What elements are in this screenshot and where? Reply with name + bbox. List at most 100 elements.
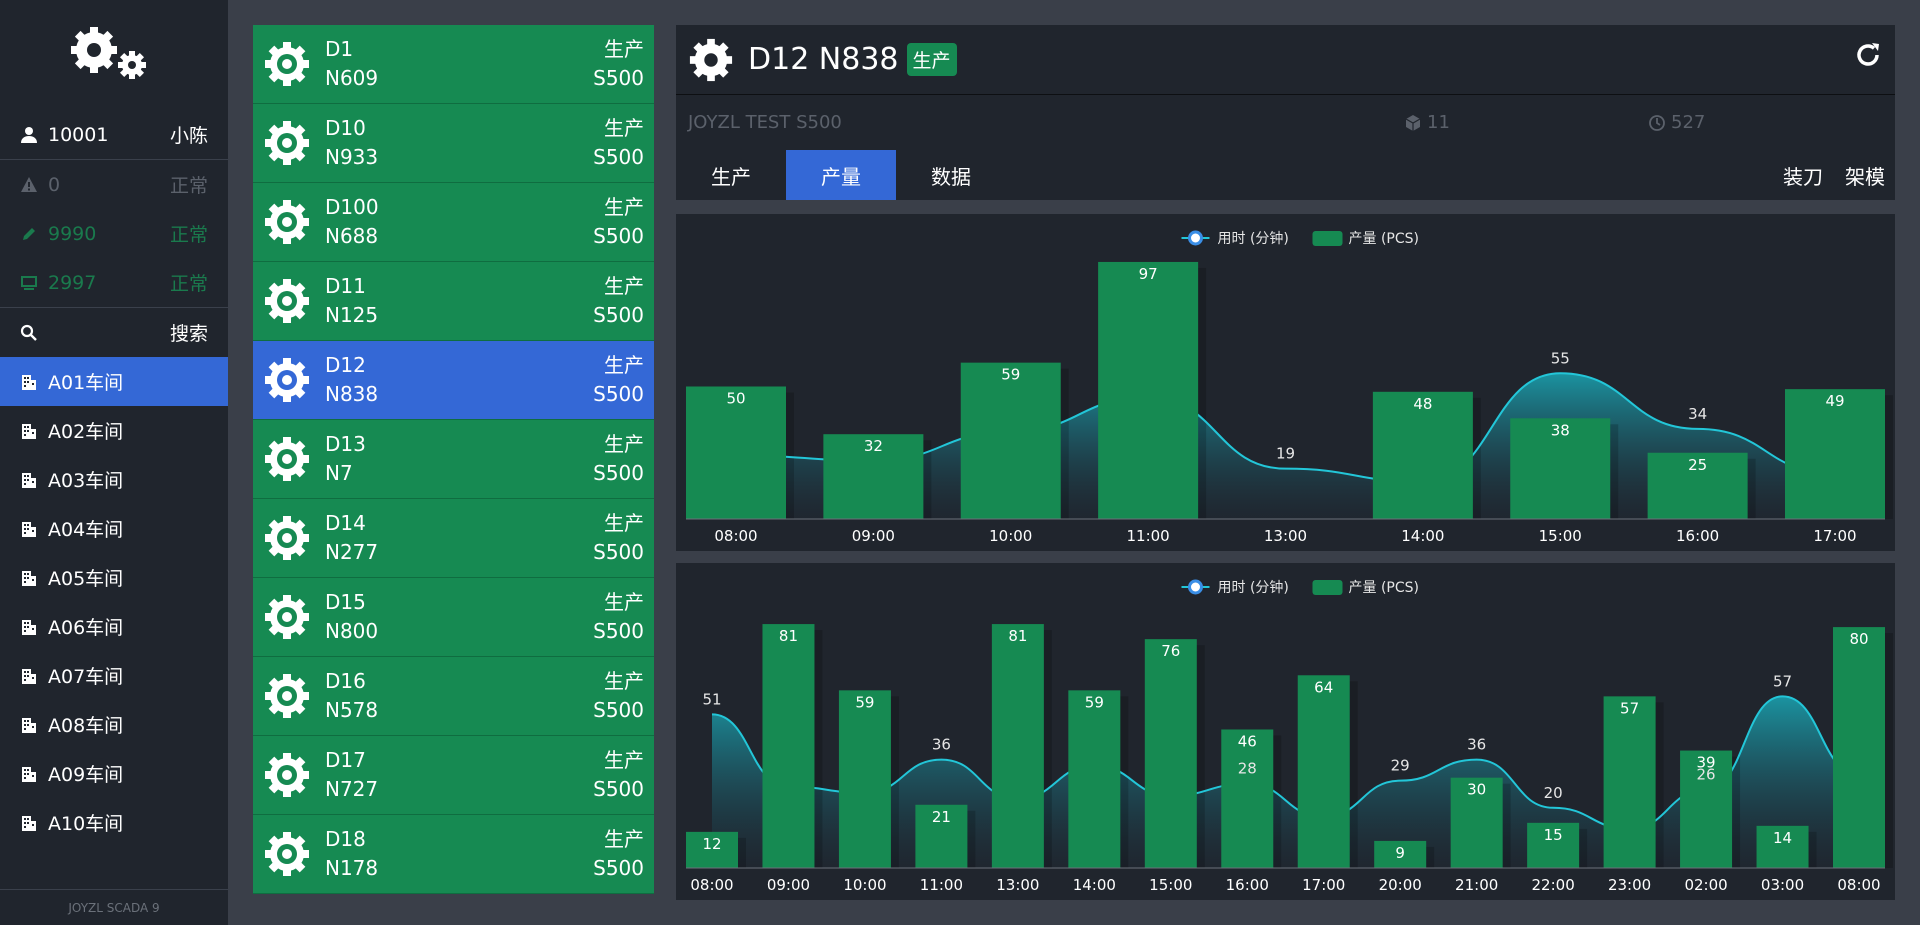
device-id: D18 [325, 827, 366, 851]
search-button[interactable]: 搜索 [0, 308, 228, 357]
output-bar[interactable] [1833, 627, 1885, 868]
device-id: D15 [325, 590, 366, 614]
gear-icon [265, 753, 309, 797]
workshop-label: A07车间 [48, 666, 124, 688]
output-bar[interactable] [1527, 822, 1580, 868]
sidebar-item-workshop[interactable]: A05车间 [0, 553, 228, 602]
tab-tool-install[interactable]: 装刀 [1783, 164, 1823, 189]
box-count: 11 [1427, 112, 1450, 133]
gear-icon [265, 121, 309, 165]
gears-logo-icon [0, 0, 228, 110]
sidebar-item-workshop[interactable]: A06车间 [0, 602, 228, 651]
chart-legend: 用时 (分钟) 产量 (PCS) [1181, 230, 1419, 247]
bar-value-label: 48 [1413, 395, 1432, 413]
output-bar[interactable] [1068, 690, 1121, 868]
tab-mold-rack[interactable]: 架模 [1845, 164, 1885, 189]
output-bar[interactable] [1450, 777, 1503, 868]
device-id: D17 [325, 748, 366, 772]
sidebar-item-workshop[interactable]: A04车间 [0, 504, 228, 553]
output-bar[interactable] [960, 362, 1061, 519]
detail-title: D12 N838 [748, 42, 899, 77]
sidebar-item-workshop[interactable]: A01车间 [0, 357, 228, 406]
gear-icon [265, 595, 309, 639]
device-state: 生产 [604, 590, 644, 614]
tab-data[interactable]: 数据 [931, 164, 971, 189]
device-item[interactable]: D15 N800 生产 S500 [253, 578, 654, 657]
sidebar-item-workshop[interactable]: A09车间 [0, 749, 228, 798]
workshop-label: A09车间 [48, 764, 124, 786]
device-item[interactable]: D18 N178 生产 S500 [253, 815, 654, 894]
device-item[interactable]: D1 N609 生产 S500 [253, 25, 654, 104]
device-item[interactable]: D14 N277 生产 S500 [253, 499, 654, 578]
user-id: 10001 [48, 123, 109, 146]
output-bar[interactable] [1756, 825, 1809, 868]
device-id: D13 [325, 432, 366, 456]
tab-output[interactable]: 产量 [786, 150, 896, 200]
device-item[interactable]: D12 N838 生产 S500 [253, 341, 654, 420]
output-bar[interactable] [915, 804, 968, 868]
bar-value-label: 64 [1314, 678, 1333, 696]
output-bar[interactable] [1297, 675, 1350, 868]
device-series: S500 [593, 619, 644, 643]
gear-icon [265, 832, 309, 876]
output-bar[interactable] [1785, 389, 1885, 519]
detail-subtitle-row: JOYZL TEST S500 11 527 [676, 95, 1895, 150]
device-item[interactable]: D17 N727 生产 S500 [253, 736, 654, 815]
output-bar[interactable] [823, 434, 924, 519]
detail-tabs: 生产 产量 数据 装刀 架模 [676, 150, 1895, 200]
bar-value-label: 30 [1467, 781, 1486, 799]
bar-value-label: 49 [1825, 392, 1844, 410]
output-bar[interactable] [1372, 391, 1473, 519]
output-bar[interactable] [762, 624, 815, 868]
time-value-label: 36 [1467, 736, 1486, 754]
building-icon [22, 521, 36, 537]
legend-output-swatch [1312, 231, 1343, 246]
chart-2: 用时 (分钟) 产量 (PCS) 12 81 59 21 81 59 76 46 64 9 30 15 57… [676, 563, 1895, 900]
output-bar[interactable] [1144, 639, 1197, 868]
sidebar-item-workshop[interactable]: A07车间 [0, 651, 228, 700]
device-model: N688 [325, 224, 379, 248]
output-bar[interactable] [1510, 418, 1611, 519]
output-bar[interactable] [686, 386, 786, 520]
device-item[interactable]: D100 N688 生产 S500 [253, 183, 654, 262]
output-bar[interactable] [1098, 261, 1199, 519]
tab-production[interactable]: 生产 [711, 164, 751, 189]
output-bar[interactable] [1603, 696, 1656, 868]
user-name: 小陈 [169, 125, 208, 147]
device-status-row: 2997 正常 [0, 258, 228, 307]
device-id: D10 [325, 116, 366, 140]
device-item[interactable]: D16 N578 生产 S500 [253, 657, 654, 736]
legend-output-label: 产量 (PCS) [1349, 580, 1419, 596]
bar-value-label: 76 [1161, 642, 1180, 660]
sidebar-item-workshop[interactable]: A10车间 [0, 798, 228, 847]
time-value-label: 28 [1238, 760, 1257, 778]
sidebar-item-workshop[interactable]: A03车间 [0, 455, 228, 504]
refresh-icon[interactable] [1853, 40, 1883, 70]
time-value-label: 34 [1688, 405, 1707, 423]
bar-value-label: 14 [1773, 829, 1792, 847]
device-state: 生产 [604, 274, 644, 298]
device-item[interactable]: D10 N933 生产 S500 [253, 104, 654, 183]
device-item[interactable]: D11 N125 生产 S500 [253, 262, 654, 341]
device-model: N727 [325, 777, 379, 801]
output-bar[interactable] [686, 831, 738, 868]
device-series: S500 [593, 777, 644, 801]
device-list: D1 N609 生产 S500 D10 N933 生产 S500 D100 N688 生产 S500 D… [253, 25, 654, 900]
output-bar[interactable] [1680, 750, 1733, 868]
bar-value-label: 59 [1085, 693, 1104, 711]
time-value-label: 29 [1391, 757, 1410, 775]
time-value-label: 20 [1544, 784, 1563, 802]
sidebar-item-workshop[interactable]: A08车间 [0, 700, 228, 749]
device-state: 生产 [604, 195, 644, 219]
output-bar[interactable] [991, 624, 1044, 868]
user-row[interactable]: 10001 小陈 [0, 110, 228, 159]
output-bar[interactable] [1647, 452, 1748, 519]
bar-value-label: 39 [1697, 754, 1716, 772]
output-bar[interactable] [838, 690, 891, 868]
box-icon [1405, 114, 1421, 131]
workshop-label: A05车间 [48, 568, 124, 590]
output-bar[interactable] [1221, 729, 1274, 868]
sidebar-item-workshop[interactable]: A02车间 [0, 406, 228, 455]
output-bar[interactable] [1374, 840, 1427, 868]
device-item[interactable]: D13 N7 生产 S500 [253, 420, 654, 499]
